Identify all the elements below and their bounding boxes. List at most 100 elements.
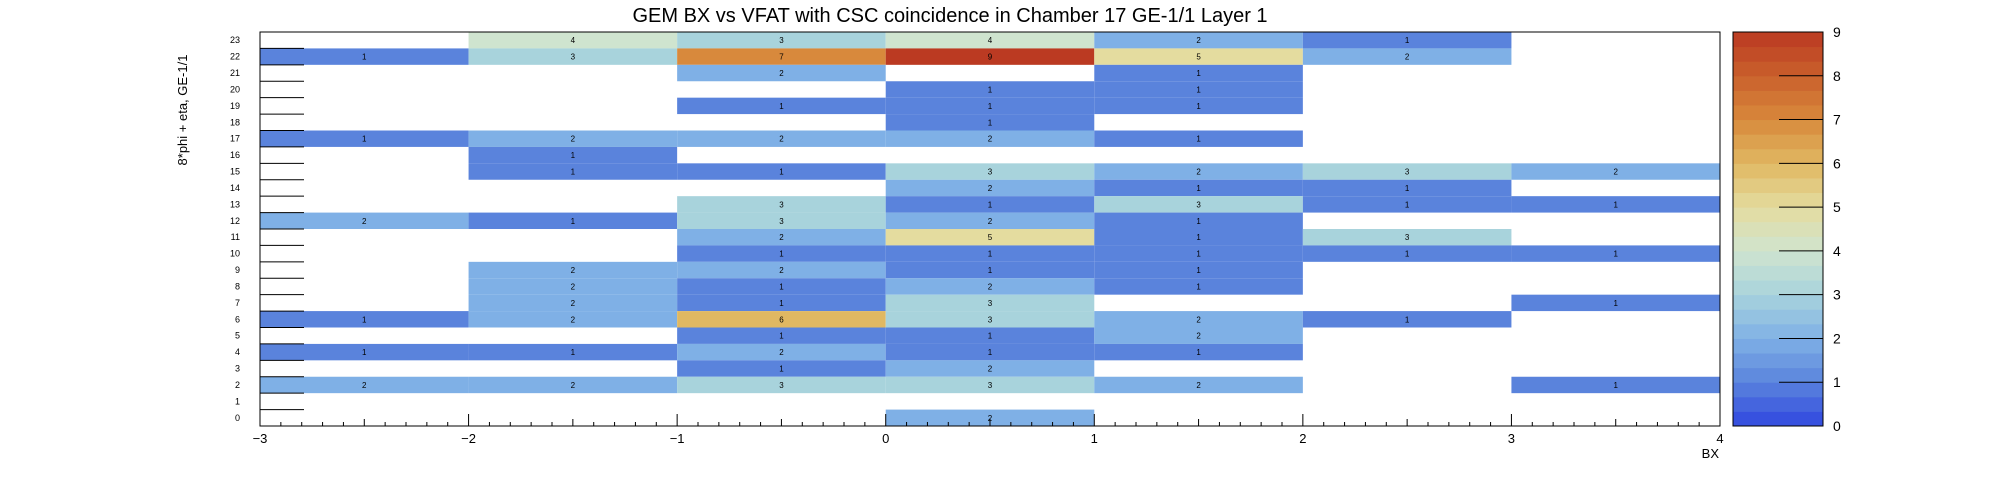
cell-value-label: 1 bbox=[988, 250, 993, 259]
cell-value-label: 4 bbox=[988, 36, 993, 45]
cell-value-label: 2 bbox=[779, 69, 784, 78]
cell-value-label: 1 bbox=[988, 102, 993, 111]
colorbar-band bbox=[1733, 75, 1823, 91]
heatmap-cell bbox=[885, 327, 1095, 344]
colorbar-tick-label: 7 bbox=[1833, 112, 1841, 128]
colorbar-band bbox=[1733, 367, 1823, 383]
colorbar-tick-label: 8 bbox=[1833, 68, 1841, 84]
cell-value-label: 5 bbox=[1196, 53, 1201, 62]
cell-value-label: 3 bbox=[779, 200, 784, 209]
cell-value-label: 2 bbox=[1196, 168, 1201, 177]
heatmap-cell bbox=[1094, 261, 1303, 279]
colorbar-frame bbox=[1732, 31, 1824, 427]
cell-value-label: 1 bbox=[779, 365, 784, 374]
cell-value-label: 2 bbox=[779, 233, 784, 242]
heatmap-cell bbox=[1094, 343, 1303, 361]
y-tick-label: 13 bbox=[230, 199, 240, 209]
colorbar-band bbox=[1733, 134, 1823, 150]
cell-value-label: 2 bbox=[1613, 168, 1618, 177]
heatmap-cell bbox=[1511, 163, 1720, 180]
heatmap-cell bbox=[677, 327, 886, 344]
cell-value-label: 2 bbox=[571, 299, 576, 308]
cell-value-label: 1 bbox=[1196, 85, 1201, 94]
x-tick-label: 2 bbox=[1299, 431, 1306, 446]
heatmap-cell bbox=[1094, 179, 1303, 197]
colorbar-tick-label: 2 bbox=[1833, 330, 1841, 346]
heatmap-cell bbox=[677, 64, 886, 82]
cell-value-label: 1 bbox=[779, 102, 784, 111]
heatmap-cell bbox=[1094, 327, 1303, 344]
colorbar-band bbox=[1733, 411, 1823, 427]
colorbar-band bbox=[1733, 177, 1823, 194]
cell-value-label: 1 bbox=[571, 217, 576, 226]
cell-value-label: 1 bbox=[1196, 348, 1201, 357]
heatmap-cell bbox=[1302, 245, 1512, 262]
heatmap-cell bbox=[885, 130, 1095, 147]
cell-value-label: 1 bbox=[571, 168, 576, 177]
heatmap-cell bbox=[677, 229, 886, 246]
colorbar-band bbox=[1733, 119, 1823, 135]
heatmap-cell bbox=[677, 130, 886, 147]
x-tick-label: −2 bbox=[461, 431, 476, 446]
heatmap-cell bbox=[677, 343, 886, 361]
heatmap-cell bbox=[885, 343, 1095, 361]
cell-value-label: 1 bbox=[362, 53, 367, 62]
heatmap-cell bbox=[260, 212, 469, 229]
heatmap-cell bbox=[1094, 64, 1303, 82]
cell-value-label: 1 bbox=[779, 299, 784, 308]
cell-value-label: 3 bbox=[988, 381, 993, 390]
cell-value-label: 2 bbox=[1196, 381, 1201, 390]
heatmap-cell bbox=[677, 278, 886, 295]
y-tick-label: 19 bbox=[230, 101, 240, 111]
y-axis-label: 8*phi + eta, GE-1/1 bbox=[175, 55, 190, 166]
heatmap-cell bbox=[885, 229, 1095, 246]
heatmap-cell bbox=[885, 212, 1095, 229]
colorbar-tick-label: 3 bbox=[1833, 287, 1841, 303]
colorbar-band bbox=[1733, 104, 1823, 121]
heatmap-cell bbox=[885, 179, 1095, 197]
cell-value-label: 6 bbox=[779, 315, 784, 324]
heatmap-cell bbox=[1302, 179, 1512, 197]
colorbar-band bbox=[1733, 90, 1823, 106]
cell-value-label: 1 bbox=[1196, 250, 1201, 259]
y-tick-label: 23 bbox=[230, 35, 240, 45]
heatmap-cell bbox=[1094, 376, 1303, 394]
heatmap-cell bbox=[885, 409, 1095, 426]
cell-value-label: 1 bbox=[571, 151, 576, 160]
heatmap-cell bbox=[885, 32, 1095, 49]
heatmap-cell bbox=[1302, 229, 1512, 246]
heatmap-cell bbox=[1094, 245, 1303, 262]
colorbar-tick-label: 0 bbox=[1833, 418, 1841, 434]
cell-value-label: 1 bbox=[1196, 135, 1201, 144]
heatmap-cell bbox=[677, 97, 886, 115]
cell-value-label: 1 bbox=[362, 135, 367, 144]
y-tick-label: 2 bbox=[235, 380, 240, 390]
heatmap-cell bbox=[1094, 48, 1303, 65]
heatmap-cell bbox=[1302, 163, 1512, 180]
heatmap-cell bbox=[468, 376, 678, 394]
y-tick-label: 7 bbox=[235, 298, 240, 308]
cell-value-label: 1 bbox=[1196, 217, 1201, 226]
cell-value-label: 1 bbox=[1613, 200, 1618, 209]
heatmap-cell bbox=[1511, 245, 1720, 262]
colorbar-band bbox=[1733, 294, 1823, 310]
heatmap-cell bbox=[885, 81, 1095, 98]
cell-value-label: 2 bbox=[362, 217, 367, 226]
cell-value-label: 4 bbox=[571, 36, 576, 45]
colorbar-band bbox=[1733, 353, 1823, 369]
heatmap-cell bbox=[260, 311, 469, 328]
cell-value-label: 5 bbox=[988, 233, 993, 242]
cell-value-label: 2 bbox=[988, 135, 993, 144]
heatmap-cell bbox=[1302, 32, 1512, 49]
cell-value-label: 2 bbox=[1196, 315, 1201, 324]
heatmap-cell bbox=[1094, 278, 1303, 295]
x-tick-label: 4 bbox=[1716, 431, 1723, 446]
heatmap-cell bbox=[260, 376, 469, 394]
y-tick-label: 11 bbox=[231, 232, 240, 242]
colorbar-band bbox=[1733, 192, 1823, 208]
heatmap-cell bbox=[468, 343, 678, 361]
colorbar-band bbox=[1733, 32, 1823, 48]
cell-value-label: 2 bbox=[571, 381, 576, 390]
heatmap-cell bbox=[677, 245, 886, 262]
